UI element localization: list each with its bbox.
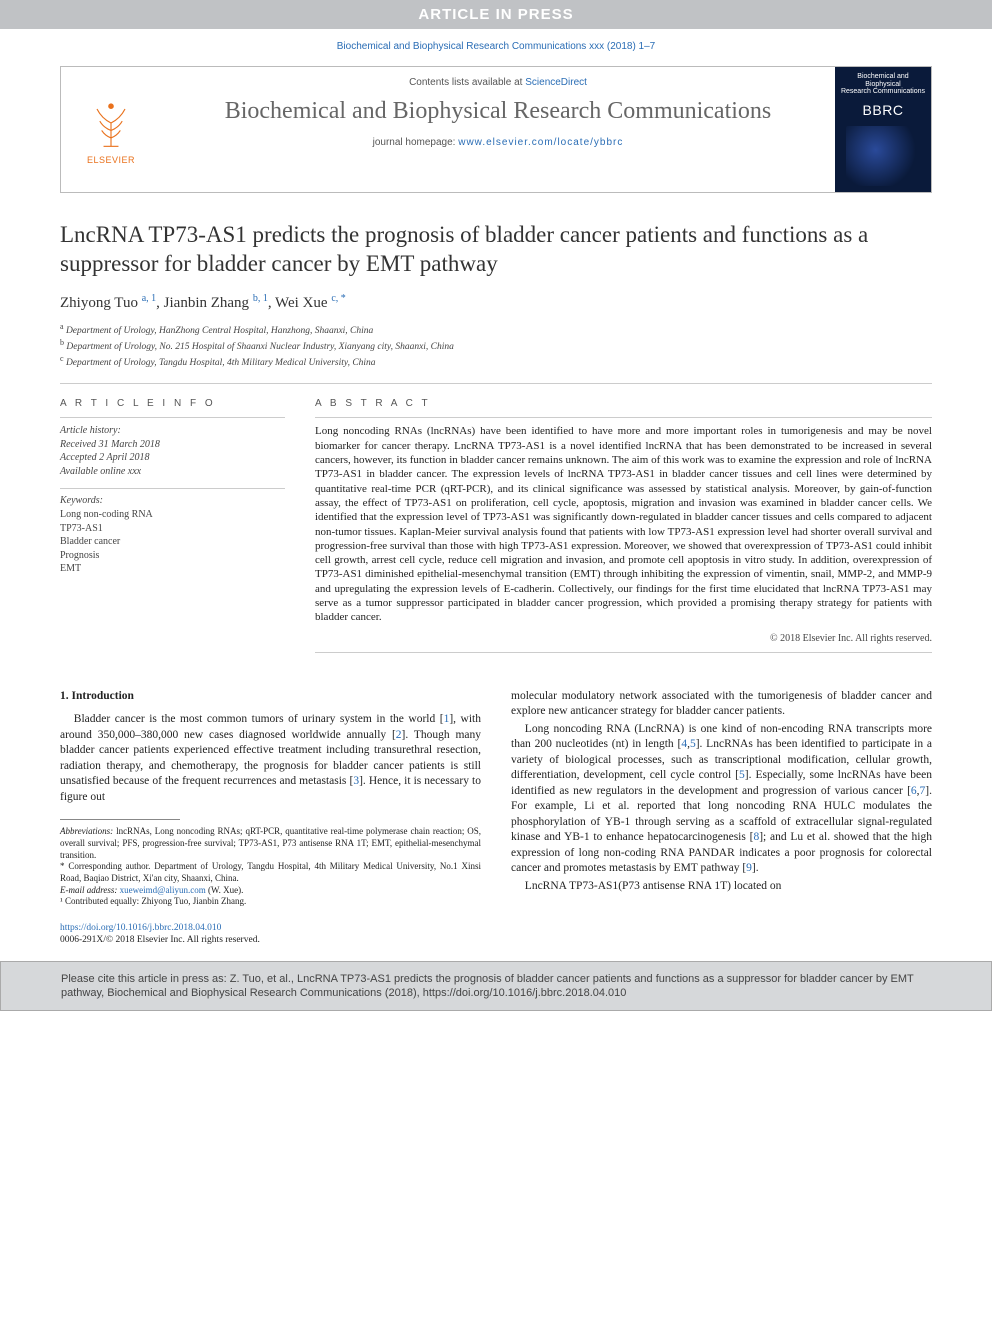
journal-homepage-line: journal homepage: www.elsevier.com/locat… — [165, 137, 831, 148]
affil-a-text: Department of Urology, HanZhong Central … — [66, 326, 373, 336]
article-history: Article history: Received 31 March 2018 … — [60, 424, 285, 478]
keywords-label: Keywords: — [60, 495, 285, 506]
keywords-list: Long non-coding RNA TP73-AS1 Bladder can… — [60, 508, 285, 576]
homepage-prefix: journal homepage: — [373, 137, 459, 148]
abstract-column: A B S T R A C T Long noncoding RNAs (lnc… — [315, 398, 932, 652]
doi-link[interactable]: https://doi.org/10.1016/j.bbrc.2018.04.0… — [60, 923, 221, 933]
history-received: Received 31 March 2018 — [60, 438, 285, 452]
keyword: Long non-coding RNA — [60, 508, 285, 522]
cover-title-line: Biochemical and Biophysical Research Com… — [841, 73, 925, 96]
affil-c-text: Department of Urology, Tangdu Hospital, … — [66, 358, 376, 368]
affil-b: b Department of Urology, No. 215 Hospita… — [60, 338, 932, 354]
author-2: , Jianbin Zhang — [156, 295, 253, 311]
kw-divider — [60, 488, 285, 489]
ref-link[interactable]: 6 — [911, 785, 917, 797]
homepage-link[interactable]: www.elsevier.com/locate/ybbrc — [458, 137, 623, 148]
issn-copyright: 0006-291X/© 2018 Elsevier Inc. All right… — [60, 935, 260, 945]
top-citation: Biochemical and Biophysical Research Com… — [60, 41, 932, 52]
history-label: Article history: — [60, 424, 285, 438]
col2-para-3: LncRNA TP73-AS1(P73 antisense RNA 1T) lo… — [511, 879, 932, 895]
keyword: Prognosis — [60, 549, 285, 563]
cover-line1: Biochemical and — [857, 73, 908, 80]
abstract-text: Long noncoding RNAs (lncRNAs) have been … — [315, 424, 932, 624]
journal-masthead: ELSEVIER Contents lists available at Sci… — [60, 66, 932, 193]
footnote-separator — [60, 819, 180, 820]
history-accepted: Accepted 2 April 2018 — [60, 451, 285, 465]
cover-abbr: BBRC — [863, 102, 904, 118]
ref-link[interactable]: 4 — [681, 738, 687, 750]
article-info-column: A R T I C L E I N F O Article history: R… — [60, 398, 285, 652]
affil-a: a Department of Urology, HanZhong Centra… — [60, 322, 932, 338]
body-two-column: 1. Introduction Bladder cancer is the mo… — [60, 689, 932, 947]
author-2-affil[interactable]: b, 1 — [253, 293, 268, 304]
cover-line3: Research Communications — [841, 88, 925, 95]
citation-box: Please cite this article in press as: Z.… — [0, 961, 992, 1012]
masthead-center: Contents lists available at ScienceDirec… — [161, 67, 835, 192]
affiliations: a Department of Urology, HanZhong Centra… — [60, 322, 932, 370]
info-abstract-row: A R T I C L E I N F O Article history: R… — [60, 398, 932, 652]
email-link[interactable]: xueweimd@aliyun.com — [120, 885, 206, 895]
text: Bladder cancer is the most common tumors… — [74, 713, 444, 725]
journal-title: Biochemical and Biophysical Research Com… — [165, 98, 831, 125]
keyword: Bladder cancer — [60, 535, 285, 549]
col2-para-2: Long noncoding RNA (LncRNA) is one kind … — [511, 722, 932, 877]
email-suffix: (W. Xue). — [206, 885, 244, 895]
corresponding-footnote: * Corresponding author. Department of Ur… — [60, 861, 481, 884]
footnotes: Abbreviations: lncRNAs, Long noncoding R… — [60, 826, 481, 908]
author-3: , Wei Xue — [268, 295, 332, 311]
cover-image — [846, 126, 920, 186]
email-label: E-mail address: — [60, 885, 120, 895]
sciencedirect-link[interactable]: ScienceDirect — [525, 77, 587, 88]
abs-divider — [315, 417, 932, 418]
divider — [60, 383, 932, 384]
abstract-heading: A B S T R A C T — [315, 398, 932, 409]
email-footnote: E-mail address: xueweimd@aliyun.com (W. … — [60, 885, 481, 897]
journal-cover-thumbnail: Biochemical and Biophysical Research Com… — [835, 67, 931, 192]
abbr-text: lncRNAs, Long noncoding RNAs; qRT-PCR, q… — [60, 826, 481, 859]
keyword: EMT — [60, 562, 285, 576]
equal-contrib-footnote: ¹ Contributed equally: Zhiyong Tuo, Jian… — [60, 896, 481, 908]
left-column: 1. Introduction Bladder cancer is the mo… — [60, 689, 481, 947]
cover-line2: Biophysical — [865, 81, 900, 88]
article-info-heading: A R T I C L E I N F O — [60, 398, 285, 409]
contents-available-line: Contents lists available at ScienceDirec… — [165, 77, 831, 88]
author-1-affil[interactable]: a, 1 — [142, 293, 156, 304]
abstract-copyright: © 2018 Elsevier Inc. All rights reserved… — [315, 633, 932, 644]
affil-b-text: Department of Urology, No. 215 Hospital … — [66, 342, 454, 352]
history-online: Available online xxx — [60, 465, 285, 479]
keyword: TP73-AS1 — [60, 522, 285, 536]
abbr-label: Abbreviations: — [60, 826, 113, 836]
contents-prefix: Contents lists available at — [409, 77, 525, 88]
article-title: LncRNA TP73-AS1 predicts the prognosis o… — [60, 221, 932, 279]
section-heading: 1. Introduction — [60, 689, 481, 705]
intro-para-1: Bladder cancer is the most common tumors… — [60, 712, 481, 805]
author-1: Zhiyong Tuo — [60, 295, 142, 311]
right-column: molecular modulatory network associated … — [511, 689, 932, 947]
elsevier-tree-icon — [83, 95, 139, 151]
col2-para-1: molecular modulatory network associated … — [511, 689, 932, 720]
publisher-name: ELSEVIER — [87, 155, 135, 165]
abs-bottom-divider — [315, 652, 932, 653]
publisher-logo-block: ELSEVIER — [61, 67, 161, 192]
doi-block: https://doi.org/10.1016/j.bbrc.2018.04.0… — [60, 922, 481, 947]
author-list: Zhiyong Tuo a, 1, Jianbin Zhang b, 1, We… — [60, 293, 932, 312]
info-divider — [60, 417, 285, 418]
text: ]. — [752, 862, 759, 874]
abbreviations-footnote: Abbreviations: lncRNAs, Long noncoding R… — [60, 826, 481, 861]
article-in-press-banner: ARTICLE IN PRESS — [0, 0, 992, 29]
author-3-affil[interactable]: c, * — [331, 293, 345, 304]
affil-c: c Department of Urology, Tangdu Hospital… — [60, 354, 932, 370]
